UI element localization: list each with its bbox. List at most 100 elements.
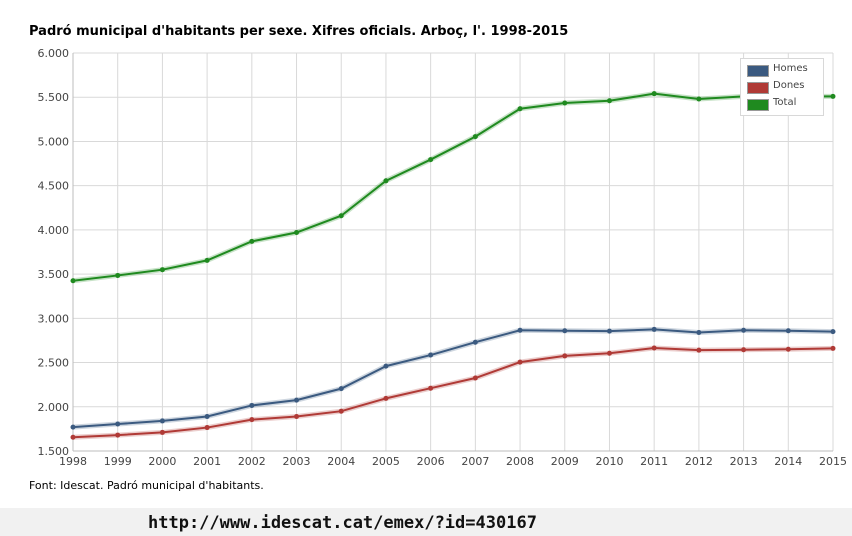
y-tick-label: 5.000 (38, 135, 70, 148)
data-point-dones[interactable] (428, 385, 434, 391)
y-tick-label: 5.500 (38, 91, 70, 104)
data-point-homes[interactable] (606, 328, 612, 334)
series-line-homes[interactable] (72, 328, 834, 429)
source-note: Font: Idescat. Padró municipal d'habitan… (29, 479, 264, 492)
data-point-homes[interactable] (383, 363, 389, 369)
x-tick-label: 2015 (819, 455, 847, 468)
data-point-total[interactable] (472, 134, 478, 140)
data-point-dones[interactable] (830, 345, 836, 351)
x-axis: 1998 1999 2000 2001 2002 2003 2004 2005 2006 2007… (59, 455, 847, 468)
data-point-dones[interactable] (562, 353, 568, 359)
data-point-dones[interactable] (115, 432, 121, 438)
x-tick-label: 1998 (59, 455, 87, 468)
line-chart: 1.500 2.000 2.500 3.000 3.500 4.000 4.500 5.000… (38, 47, 848, 468)
series-line-glow-total (72, 91, 833, 284)
x-tick-label: 2008 (506, 455, 534, 468)
data-point-total[interactable] (249, 238, 255, 244)
data-point-homes[interactable] (294, 397, 300, 403)
data-point-dones[interactable] (606, 350, 612, 356)
chart-panel: 1.500 2.000 2.500 3.000 3.500 4.000 4.500 5.000… (29, 24, 848, 492)
data-point-dones[interactable] (70, 434, 76, 440)
data-point-total[interactable] (338, 213, 344, 219)
data-point-total[interactable] (606, 98, 612, 104)
data-point-homes[interactable] (517, 327, 523, 333)
data-point-dones[interactable] (294, 414, 300, 420)
data-point-total[interactable] (204, 257, 210, 263)
data-point-total[interactable] (830, 93, 836, 99)
data-point-dones[interactable] (159, 429, 165, 435)
x-tick-label: 2000 (148, 455, 176, 468)
x-tick-label: 2004 (327, 455, 355, 468)
data-point-dones[interactable] (472, 375, 478, 381)
series-line-dones[interactable] (72, 346, 834, 439)
x-tick-label: 2013 (730, 455, 758, 468)
x-tick-label: 2002 (238, 455, 266, 468)
data-point-total[interactable] (383, 178, 389, 184)
data-point-total[interactable] (651, 91, 657, 97)
data-point-homes[interactable] (785, 328, 791, 334)
series-line-total[interactable] (72, 92, 833, 282)
data-point-dones[interactable] (204, 425, 210, 431)
data-point-total[interactable] (428, 157, 434, 163)
y-tick-label: 4.500 (38, 180, 70, 193)
data-point-dones[interactable] (651, 345, 657, 351)
x-tick-label: 2009 (551, 455, 579, 468)
y-tick-label: 4.000 (38, 224, 70, 237)
source-url[interactable]: http://www.idescat.cat/emex/?id=430167 (148, 513, 537, 533)
legend-swatch-homes (747, 65, 769, 77)
data-point-homes[interactable] (70, 424, 76, 430)
data-point-homes[interactable] (741, 327, 747, 333)
data-point-total[interactable] (70, 278, 76, 284)
data-point-homes[interactable] (338, 386, 344, 392)
y-tick-label: 1.500 (38, 445, 70, 458)
data-point-dones[interactable] (338, 408, 344, 414)
data-point-homes[interactable] (249, 402, 255, 408)
chart-title: Padró municipal d'habitants per sexe. Xi… (29, 24, 569, 39)
data-point-homes[interactable] (696, 329, 702, 335)
data-point-total[interactable] (159, 267, 165, 273)
series-line-glow-homes (72, 326, 834, 430)
y-tick-label: 2.000 (38, 401, 70, 414)
x-tick-label: 1999 (104, 455, 132, 468)
data-point-total[interactable] (115, 272, 121, 278)
data-point-dones[interactable] (741, 347, 747, 353)
x-tick-label: 2006 (417, 455, 445, 468)
data-point-homes[interactable] (159, 418, 165, 424)
x-tick-label: 2011 (640, 455, 668, 468)
x-tick-label: 2001 (193, 455, 221, 468)
x-tick-label: 2007 (461, 455, 489, 468)
data-point-dones[interactable] (249, 417, 255, 423)
y-tick-label: 3.000 (38, 312, 70, 325)
data-point-homes[interactable] (830, 329, 836, 335)
data-point-homes[interactable] (651, 326, 657, 332)
data-point-dones[interactable] (696, 347, 702, 353)
legend-label: Total (773, 97, 797, 108)
data-point-homes[interactable] (562, 328, 568, 334)
data-point-total[interactable] (517, 106, 523, 112)
x-tick-label: 2012 (685, 455, 713, 468)
data-point-total[interactable] (562, 100, 568, 106)
x-tick-label: 2005 (372, 455, 400, 468)
y-tick-label: 6.000 (38, 47, 70, 60)
data-point-homes[interactable] (115, 421, 121, 427)
y-tick-label: 2.500 (38, 357, 70, 370)
url-band (0, 508, 852, 536)
y-axis: 1.500 2.000 2.500 3.000 3.500 4.000 4.500 5.000… (38, 47, 70, 458)
x-tick-label: 2010 (595, 455, 623, 468)
data-point-homes[interactable] (428, 352, 434, 358)
series-line-glow-dones (72, 345, 834, 440)
data-point-homes[interactable] (472, 339, 478, 345)
x-tick-label: 2003 (283, 455, 311, 468)
data-point-homes[interactable] (204, 414, 210, 420)
legend-label: Homes (773, 63, 808, 74)
data-point-dones[interactable] (517, 359, 523, 365)
legend-label: Dones (773, 80, 805, 91)
series-group (70, 91, 836, 440)
grid (72, 52, 834, 452)
data-point-dones[interactable] (785, 346, 791, 352)
data-point-total[interactable] (696, 96, 702, 102)
data-point-total[interactable] (294, 230, 300, 236)
y-tick-label: 3.500 (38, 268, 70, 281)
legend-swatch-total (747, 99, 769, 111)
data-point-dones[interactable] (383, 395, 389, 401)
